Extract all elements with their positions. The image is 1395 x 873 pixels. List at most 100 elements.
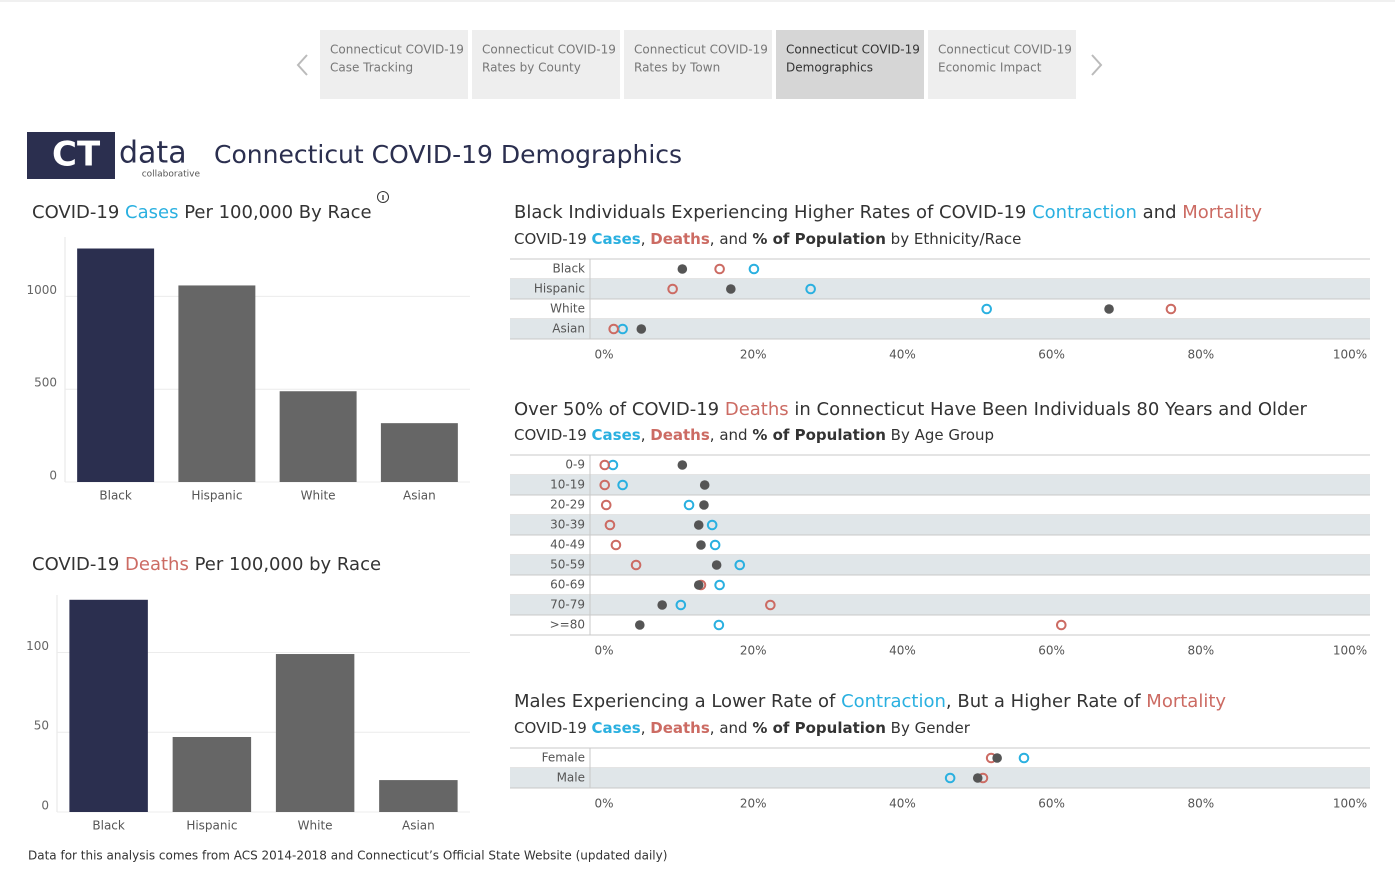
chart-subtitle: COVID-19 Cases, Deaths, and % of Populat… (514, 719, 971, 737)
bar (380, 423, 458, 482)
chart-title-part: Deaths (125, 554, 189, 575)
chart-subtitle-part: COVID-19 (514, 719, 592, 737)
row-label: 0-9 (565, 458, 585, 472)
chart-subtitle-part: Cases (592, 426, 641, 444)
chart-title-part: COVID-19 (32, 202, 125, 223)
row-label: 30-39 (550, 518, 585, 532)
dot (748, 263, 760, 275)
row-label: White (550, 302, 585, 316)
y-tick-label: 500 (34, 376, 57, 390)
dot (714, 579, 725, 591)
nav-tab-label: Connecticut COVID-19 (330, 43, 464, 57)
dot (608, 323, 619, 335)
row-label: 70-79 (550, 598, 585, 612)
x-tick-label: Asian (403, 489, 436, 503)
nav-tab-label: Connecticut COVID-19 (482, 43, 616, 57)
row-label: 20-29 (550, 498, 585, 512)
dot (734, 559, 746, 571)
dot (981, 303, 992, 315)
x-tick-label: White (301, 489, 336, 503)
chart-subtitle-part: , (641, 426, 651, 444)
row-label: Hispanic (534, 282, 585, 296)
x-tick-label: 40% (889, 348, 916, 362)
chart-title: COVID-19 Cases Per 100,000 By Race (32, 202, 372, 223)
chart-title-part: Males Experiencing a Lower Rate of (514, 691, 841, 712)
dot (635, 620, 645, 630)
dot (599, 479, 611, 491)
x-tick-label: 100% (1333, 348, 1367, 362)
x-tick-label: 20% (740, 348, 767, 362)
x-tick-label: 100% (1333, 797, 1367, 811)
bar (69, 599, 148, 812)
x-tick-label: Black (92, 819, 125, 833)
chart-title-part: Mortality (1182, 202, 1262, 223)
chart-subtitle-part: % of Population (752, 230, 886, 248)
dot (1018, 752, 1030, 764)
chart-subtitle-part: % of Population (752, 719, 886, 737)
info-icon[interactable] (377, 191, 389, 203)
nav-tab-label: Connecticut COVID-19 (938, 43, 1072, 57)
dot (657, 600, 667, 610)
chart-subtitle-part: COVID-19 (514, 426, 592, 444)
chart-title-part: Mortality (1146, 691, 1226, 712)
row-band (510, 595, 1370, 615)
dot (683, 499, 695, 511)
chart-subtitle-part: % of Population (752, 426, 886, 444)
dot (1165, 303, 1177, 315)
chart-subtitle-part: Deaths (650, 719, 710, 737)
bar (77, 248, 155, 482)
nav-tab-label: Case Tracking (330, 61, 413, 75)
nav-tab-label: Rates by Town (634, 61, 720, 75)
dot (805, 283, 816, 295)
dot (706, 519, 718, 531)
nav-tab[interactable] (928, 30, 1076, 99)
x-tick-label: 60% (1038, 348, 1065, 362)
chart-subtitle-part: By Age Group (886, 426, 994, 444)
dot (667, 283, 678, 295)
nav-tab[interactable] (320, 30, 468, 99)
chart-subtitle-part: , (641, 719, 651, 737)
row-band (510, 555, 1370, 575)
x-tick-label: 100% (1333, 644, 1367, 658)
chart-title: Males Experiencing a Lower Rate of Contr… (514, 691, 1226, 712)
x-tick-label: 80% (1187, 644, 1214, 658)
dot (630, 559, 642, 571)
y-tick-label: 0 (49, 469, 57, 483)
dot (709, 539, 721, 551)
chart-subtitle-part: COVID-19 (514, 230, 592, 248)
chart-subtitle: COVID-19 Cases, Deaths, and % of Populat… (514, 230, 1021, 248)
x-tick-label: 20% (740, 644, 767, 658)
x-tick-label: Hispanic (191, 489, 242, 503)
row-label: Male (557, 771, 585, 785)
dot (944, 772, 956, 784)
dot (617, 479, 628, 491)
y-tick-label: 0 (41, 799, 49, 813)
logo-block (27, 132, 115, 179)
dot (677, 264, 688, 274)
row-band (510, 475, 1370, 495)
row-label: 50-59 (550, 558, 585, 572)
row-label: Asian (552, 322, 585, 336)
dot (765, 599, 776, 611)
dot (693, 580, 704, 590)
logo-tagline: collaborative (142, 170, 201, 180)
row-band (510, 515, 1370, 535)
nav-next[interactable] (1091, 54, 1103, 76)
nav-tab[interactable] (776, 30, 924, 99)
nav-tab[interactable] (472, 30, 620, 99)
x-tick-label: 0% (594, 797, 613, 811)
chart-title-part: Contraction (841, 691, 946, 712)
row-band (510, 279, 1370, 299)
chart-subtitle-part: , (641, 230, 651, 248)
nav-prev[interactable] (296, 54, 308, 76)
x-tick-label: White (298, 819, 333, 833)
dashboard-title: Connecticut COVID-19 Demographics (214, 140, 682, 169)
nav-tab[interactable] (624, 30, 772, 99)
chart-title: Black Individuals Experiencing Higher Ra… (514, 202, 1262, 223)
dot (1104, 304, 1114, 314)
chart-title-part: Deaths (725, 399, 789, 420)
chart-title-part: , But a Higher Rate of (946, 691, 1146, 712)
chart-title-part: COVID-19 (32, 554, 125, 575)
row-label: 40-49 (550, 538, 585, 552)
